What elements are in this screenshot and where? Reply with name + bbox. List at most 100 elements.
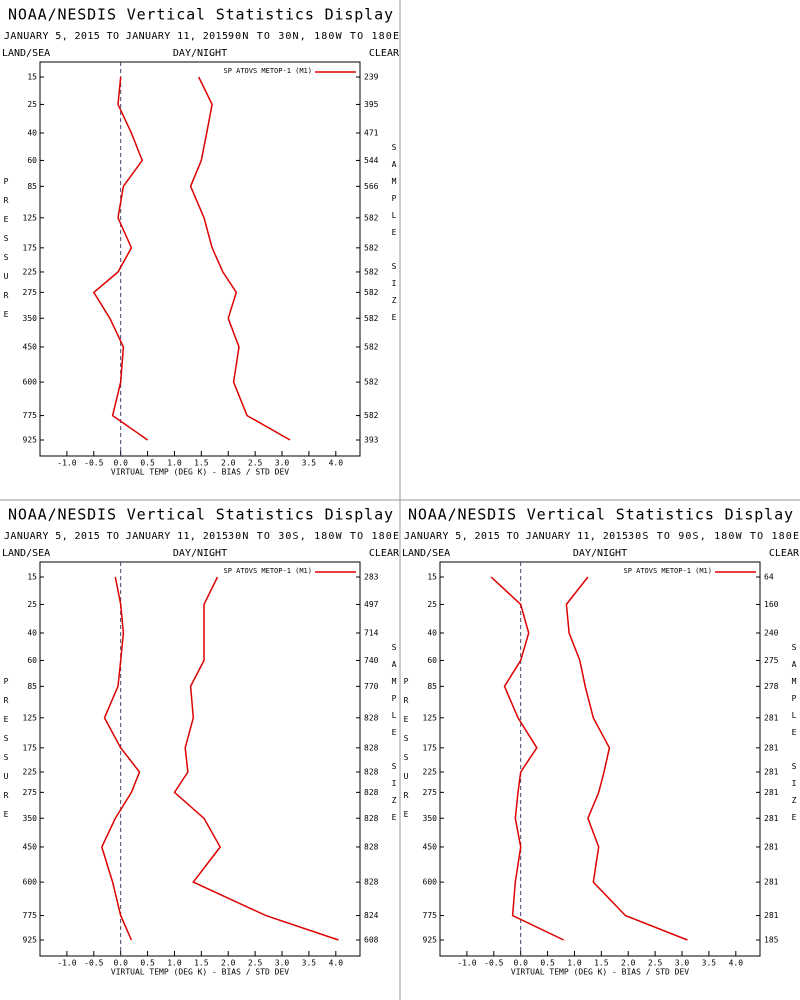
panel: NOAA/NESDIS Vertical Statistics Display J…: [402, 506, 800, 977]
y-tick-label: 450: [23, 342, 38, 351]
y-tick-label: 15: [27, 573, 37, 582]
sample-size: 281: [764, 767, 779, 776]
y-tick-label: 25: [27, 100, 37, 109]
legend-label: SP ATOVS METOP-1 (M1): [623, 567, 712, 575]
series-line: [100, 576, 141, 941]
x-tick-label: 0.0: [513, 959, 528, 968]
x-tick-label: 1.5: [594, 959, 609, 968]
date-range: JANUARY 5, 2015 TO JANUARY 11, 2015: [404, 531, 628, 542]
series-line: [189, 76, 291, 441]
x-tick-label: -0.5: [84, 959, 103, 968]
y-tick-label: 600: [423, 878, 438, 887]
y-tick-label: 15: [427, 573, 437, 582]
x-tick-label: 0.0: [113, 459, 128, 468]
y-tick-label: 175: [423, 743, 438, 752]
y-tick-label: 350: [23, 314, 38, 323]
sample-size: 582: [364, 411, 379, 420]
x-tick-label: -1.0: [457, 959, 476, 968]
y-tick-label: 60: [427, 656, 437, 665]
y-tick-label: 225: [23, 767, 38, 776]
y-tick-label: 85: [27, 182, 37, 191]
y-tick-label: 775: [23, 411, 38, 420]
sample-size: 824: [364, 911, 379, 920]
sample-size: 608: [364, 936, 379, 945]
y-tick-label: 925: [23, 936, 38, 945]
sample-size: 283: [364, 573, 379, 582]
x-tick-label: 4.0: [329, 459, 344, 468]
y-tick-label: 60: [27, 656, 37, 665]
legend-label: SP ATOVS METOP-1 (M1): [223, 67, 312, 75]
day-night: DAY/NIGHT: [173, 548, 227, 559]
sample-size: 828: [364, 767, 379, 776]
y-tick-label: 85: [27, 682, 37, 691]
sample-size: 770: [364, 682, 379, 691]
x-tick-label: 4.0: [329, 959, 344, 968]
sample-size: 281: [764, 713, 779, 722]
y2-label: SAMPLE SIZE: [390, 143, 399, 330]
x-tick-label: 3.5: [702, 959, 717, 968]
sample-size: 582: [364, 267, 379, 276]
y-label: PRESSURE: [2, 177, 11, 329]
x-tick-label: -1.0: [57, 959, 76, 968]
x-tick-label: -0.5: [84, 459, 103, 468]
sample-size: 828: [364, 743, 379, 752]
sample-size: 160: [764, 600, 779, 609]
y-tick-label: 600: [23, 378, 38, 387]
land-sea: LAND/SEA: [2, 48, 50, 59]
sample-size: 497: [364, 600, 379, 609]
x-tick-label: 4.0: [729, 959, 744, 968]
y-tick-label: 125: [423, 713, 438, 722]
x-tick-label: 0.0: [113, 959, 128, 968]
y-tick-label: 925: [423, 936, 438, 945]
x-tick-label: 3.5: [302, 459, 317, 468]
sample-size: 582: [364, 213, 379, 222]
clear: CLEAR: [369, 548, 400, 559]
x-tick-label: 3.0: [675, 959, 690, 968]
sample-size: 828: [364, 814, 379, 823]
sample-size: 828: [364, 842, 379, 851]
sample-size: 740: [364, 656, 379, 665]
y-tick-label: 275: [23, 288, 38, 297]
legend-label: SP ATOVS METOP-1 (M1): [223, 567, 312, 575]
sample-size: 275: [764, 656, 779, 665]
sample-size: 582: [364, 288, 379, 297]
sample-size: 64: [764, 573, 774, 582]
y-tick-label: 125: [23, 213, 38, 222]
sample-size: 714: [364, 628, 379, 637]
sample-size: 582: [364, 314, 379, 323]
sample-size: 582: [364, 342, 379, 351]
x-tick-label: 2.5: [248, 459, 263, 468]
x-tick-label: 2.5: [248, 959, 263, 968]
plot-frame: [39, 61, 361, 457]
x-tick-label: 1.0: [167, 459, 182, 468]
clear: CLEAR: [369, 48, 400, 59]
y-tick-label: 175: [23, 743, 38, 752]
x-label: VIRTUAL TEMP (DEG K) - BIAS / STD DEV: [511, 968, 689, 977]
y-tick-label: 60: [27, 156, 37, 165]
region: 30S TO 90S, 180W TO 180E: [628, 531, 799, 542]
x-tick-label: 1.5: [194, 459, 209, 468]
sample-size: 240: [764, 628, 779, 637]
y-tick-label: 350: [423, 814, 438, 823]
x-tick-label: 1.0: [567, 959, 582, 968]
sample-size: 395: [364, 100, 379, 109]
day-night: DAY/NIGHT: [573, 548, 627, 559]
series-line: [173, 576, 339, 941]
title: NOAA/NESDIS Vertical Statistics Display: [8, 6, 393, 24]
x-tick-label: 0.5: [140, 959, 155, 968]
sample-size: 582: [364, 243, 379, 252]
x-tick-label: 3.5: [302, 959, 317, 968]
y-tick-label: 450: [423, 842, 438, 851]
sample-size: 471: [364, 128, 379, 137]
x-tick-label: 3.0: [275, 959, 290, 968]
y-tick-label: 125: [23, 713, 38, 722]
sample-size: 281: [764, 788, 779, 797]
title: NOAA/NESDIS Vertical Statistics Display: [408, 506, 793, 524]
y-tick-label: 275: [423, 788, 438, 797]
x-label: VIRTUAL TEMP (DEG K) - BIAS / STD DEV: [111, 468, 289, 477]
y-tick-label: 40: [27, 628, 37, 637]
sample-size: 828: [364, 788, 379, 797]
day-night: DAY/NIGHT: [173, 48, 227, 59]
region: 30N TO 30S, 180W TO 180E: [228, 531, 399, 542]
